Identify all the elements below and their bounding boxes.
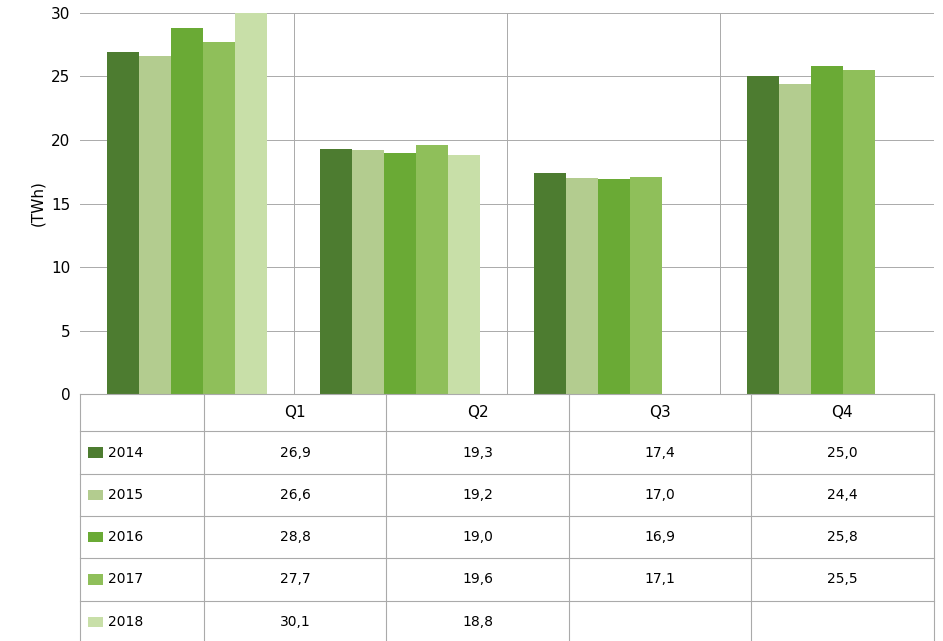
Bar [448, 155, 480, 394]
Text: Q3: Q3 [649, 405, 670, 420]
Text: 30,1: 30,1 [280, 615, 310, 629]
Text: 17,1: 17,1 [644, 572, 675, 587]
Text: Q4: Q4 [832, 405, 853, 420]
Text: 27,7: 27,7 [280, 572, 310, 587]
Text: 26,6: 26,6 [280, 488, 310, 502]
FancyBboxPatch shape [88, 532, 103, 542]
Bar [566, 178, 598, 394]
Bar [416, 145, 448, 394]
Bar [352, 150, 384, 394]
Text: 2016: 2016 [108, 530, 143, 544]
Text: 2014: 2014 [108, 445, 143, 460]
Text: 25,5: 25,5 [827, 572, 858, 587]
Text: 19,2: 19,2 [462, 488, 493, 502]
Text: 19,0: 19,0 [462, 530, 493, 544]
Bar [235, 12, 267, 394]
Text: 24,4: 24,4 [827, 488, 858, 502]
Text: 17,0: 17,0 [645, 488, 675, 502]
Bar [779, 84, 811, 394]
Text: Q1: Q1 [284, 405, 306, 420]
Bar [598, 179, 630, 394]
Bar [139, 56, 171, 394]
Text: 17,4: 17,4 [645, 445, 675, 460]
Text: 28,8: 28,8 [280, 530, 310, 544]
Text: 18,8: 18,8 [462, 615, 493, 629]
Bar [384, 153, 416, 394]
FancyBboxPatch shape [88, 617, 103, 627]
Text: 19,3: 19,3 [462, 445, 493, 460]
FancyBboxPatch shape [88, 447, 103, 458]
Bar [843, 70, 875, 394]
FancyBboxPatch shape [88, 574, 103, 585]
Text: 2017: 2017 [108, 572, 143, 587]
Bar [630, 177, 662, 394]
Text: 2018: 2018 [108, 615, 143, 629]
Text: 25,0: 25,0 [827, 445, 858, 460]
Text: 19,6: 19,6 [462, 572, 493, 587]
Text: 26,9: 26,9 [280, 445, 310, 460]
Text: 16,9: 16,9 [644, 530, 675, 544]
Bar [534, 173, 566, 394]
Bar [203, 42, 235, 394]
Text: 25,8: 25,8 [827, 530, 858, 544]
FancyBboxPatch shape [88, 490, 103, 500]
Bar [747, 76, 779, 394]
Y-axis label: (TWh): (TWh) [30, 181, 45, 226]
Text: Q2: Q2 [467, 405, 488, 420]
Bar [107, 52, 139, 394]
Bar [321, 149, 352, 394]
Text: 2015: 2015 [108, 488, 143, 502]
Bar [171, 28, 203, 394]
Bar [811, 66, 843, 394]
